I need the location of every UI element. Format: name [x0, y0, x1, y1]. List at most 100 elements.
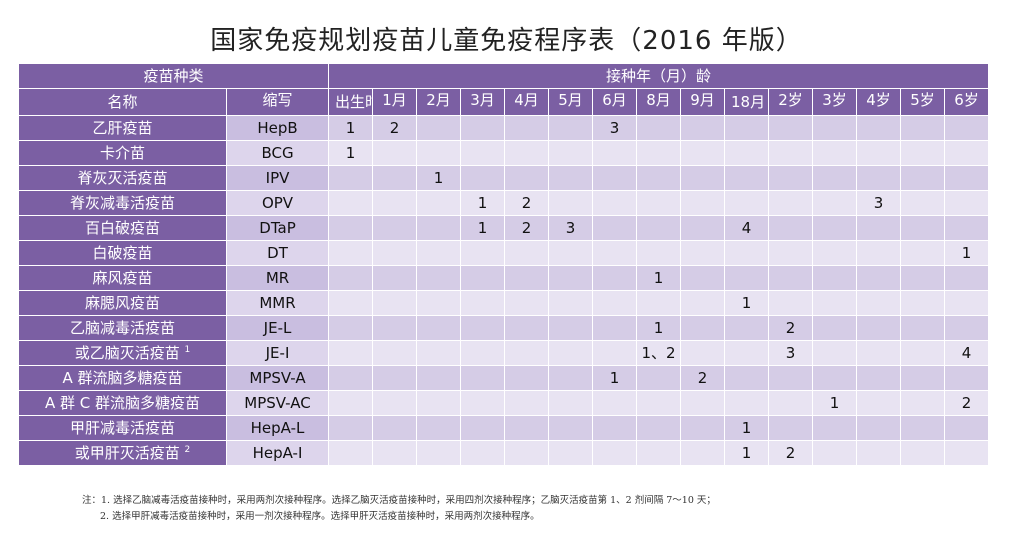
dose-cell: 1	[724, 415, 770, 441]
dose-cell	[812, 215, 858, 241]
dose-cell	[768, 215, 814, 241]
dose-cell	[944, 140, 990, 166]
dose-cell: 1	[328, 115, 374, 141]
dose-cell: 1	[812, 390, 858, 416]
dose-cell	[680, 140, 726, 166]
dose-cell	[548, 165, 594, 191]
dose-cell	[372, 165, 418, 191]
dose-cell	[944, 215, 990, 241]
dose-cell	[416, 290, 462, 316]
dose-cell	[328, 165, 374, 191]
dose-cell: 2	[504, 215, 550, 241]
dose-cell	[768, 290, 814, 316]
dose-cell	[724, 190, 770, 216]
table-row: A 群流脑多糖疫苗 MPSV-A 1 2	[18, 365, 990, 391]
header-age-14: 6岁	[944, 88, 990, 116]
dose-cell	[592, 265, 638, 291]
dose-cell	[504, 415, 550, 441]
table-row: 乙脑减毒活疫苗 JE-L 1 2	[18, 315, 990, 341]
dose-cell	[416, 340, 462, 366]
dose-cell	[812, 140, 858, 166]
vaccine-abbr: HepA-I	[225, 440, 330, 466]
dose-cell	[900, 215, 946, 241]
dose-cell	[548, 190, 594, 216]
dose-cell	[504, 140, 550, 166]
dose-cell	[856, 415, 902, 441]
dose-cell	[768, 140, 814, 166]
vaccine-abbr: MR	[225, 265, 330, 291]
dose-cell	[460, 415, 506, 441]
dose-cell	[548, 415, 594, 441]
dose-cell	[636, 115, 682, 141]
dose-cell: 2	[768, 315, 814, 341]
dose-cell	[636, 440, 682, 466]
dose-cell	[636, 415, 682, 441]
dose-cell: 2	[504, 190, 550, 216]
dose-cell	[900, 415, 946, 441]
dose-cell	[460, 265, 506, 291]
dose-cell	[416, 265, 462, 291]
header-age: 接种年（月）龄	[328, 63, 990, 89]
footnote-ref: 2	[184, 445, 191, 455]
dose-cell	[856, 140, 902, 166]
dose-cell: 1	[724, 290, 770, 316]
dose-cell	[504, 390, 550, 416]
dose-cell	[680, 390, 726, 416]
dose-cell	[504, 115, 550, 141]
dose-cell	[592, 140, 638, 166]
dose-cell: 2	[372, 115, 418, 141]
table-row: A 群 C 群流脑多糖疫苗 MPSV-AC 1 2	[18, 390, 990, 416]
dose-cell	[812, 190, 858, 216]
vaccine-name: 甲肝减毒活疫苗	[18, 415, 227, 441]
dose-cell	[372, 215, 418, 241]
dose-cell	[592, 315, 638, 341]
header-age-3: 3月	[460, 88, 506, 116]
vaccine-name: 脊灰减毒活疫苗	[18, 190, 227, 216]
dose-cell	[416, 140, 462, 166]
dose-cell: 1、2	[636, 340, 682, 366]
dose-cell: 1	[724, 440, 770, 466]
dose-cell	[328, 340, 374, 366]
vaccine-name: A 群 C 群流脑多糖疫苗	[18, 390, 227, 416]
dose-cell	[548, 240, 594, 266]
dose-cell	[724, 165, 770, 191]
dose-cell	[548, 265, 594, 291]
dose-cell	[416, 190, 462, 216]
dose-cell	[768, 415, 814, 441]
dose-cell	[372, 390, 418, 416]
dose-cell	[944, 365, 990, 391]
vaccine-name: 脊灰灭活疫苗	[18, 165, 227, 191]
dose-cell	[372, 415, 418, 441]
dose-cell	[328, 290, 374, 316]
dose-cell	[328, 365, 374, 391]
table-row: 脊灰减毒活疫苗 OPV 1 2 3	[18, 190, 990, 216]
dose-cell: 2	[768, 440, 814, 466]
dose-cell	[504, 440, 550, 466]
dose-cell	[900, 315, 946, 341]
vaccine-name: 白破疫苗	[18, 240, 227, 266]
header-age-2: 2月	[416, 88, 462, 116]
vaccine-name: 乙肝疫苗	[18, 115, 227, 141]
header-age-10: 2岁	[768, 88, 814, 116]
dose-cell	[900, 115, 946, 141]
table-row: 百白破疫苗 DTaP 1 2 3 4	[18, 215, 990, 241]
dose-cell	[636, 140, 682, 166]
table-row: 甲肝减毒活疫苗 HepA-L 1	[18, 415, 990, 441]
dose-cell	[372, 365, 418, 391]
table-row: 白破疫苗 DT 1	[18, 240, 990, 266]
dose-cell	[416, 240, 462, 266]
vaccine-abbr: OPV	[225, 190, 330, 216]
dose-cell	[680, 440, 726, 466]
dose-cell	[460, 340, 506, 366]
dose-cell	[592, 165, 638, 191]
dose-cell	[548, 340, 594, 366]
dose-cell: 2	[680, 365, 726, 391]
dose-cell	[328, 390, 374, 416]
dose-cell	[856, 365, 902, 391]
dose-cell	[856, 265, 902, 291]
dose-cell	[548, 440, 594, 466]
dose-cell	[724, 265, 770, 291]
dose-cell	[724, 365, 770, 391]
header-abbr: 缩写	[225, 88, 330, 116]
header-age-5: 5月	[548, 88, 594, 116]
